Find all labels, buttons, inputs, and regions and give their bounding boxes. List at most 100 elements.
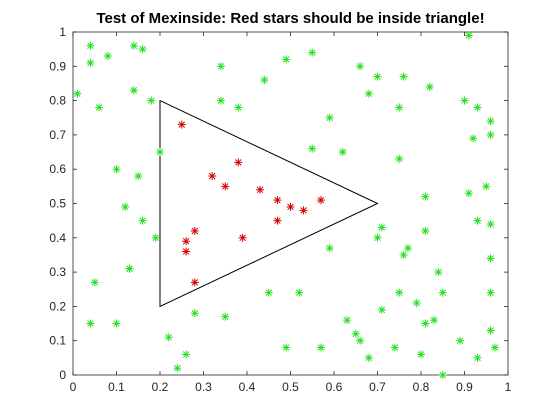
inside-star-point bbox=[177, 120, 186, 129]
outside-star-point bbox=[134, 172, 143, 181]
outside-star-point bbox=[282, 343, 291, 352]
inside-star-point bbox=[238, 233, 247, 242]
triangle-layer bbox=[159, 99, 379, 308]
outside-star-point bbox=[395, 103, 404, 112]
outside-star-point bbox=[86, 58, 95, 67]
y-tick-label: 0 bbox=[59, 368, 66, 382]
y-tick-label: 0.5 bbox=[49, 197, 66, 211]
outside-star-point bbox=[182, 350, 191, 359]
outside-star-point bbox=[464, 31, 473, 40]
outside-star-point bbox=[377, 305, 386, 314]
outside-star-point bbox=[421, 319, 430, 328]
y-tick-label: 0.9 bbox=[49, 59, 66, 73]
outside-star-point bbox=[112, 319, 121, 328]
y-tick-label: 1 bbox=[59, 25, 66, 39]
outside-star-point bbox=[86, 319, 95, 328]
x-tick-label: 0.6 bbox=[326, 380, 343, 394]
outside-star-point bbox=[216, 62, 225, 71]
axes-layer bbox=[72, 31, 509, 376]
outside-star-point bbox=[325, 244, 334, 253]
inside-star-point bbox=[316, 196, 325, 205]
outside-star-point bbox=[216, 96, 225, 105]
y-tick-label: 0.8 bbox=[49, 94, 66, 108]
outside-star-point bbox=[490, 343, 499, 352]
inside-star-point bbox=[190, 278, 199, 287]
x-tick-label: 1 bbox=[505, 380, 512, 394]
x-tick-label: 0 bbox=[70, 380, 77, 394]
outside-star-point bbox=[86, 41, 95, 50]
outside-star-point bbox=[234, 103, 243, 112]
outside-star-point bbox=[260, 76, 269, 85]
outside-star-point bbox=[373, 233, 382, 242]
outside-star-point bbox=[486, 130, 495, 139]
triangle bbox=[159, 99, 379, 308]
y-tick-label: 0.1 bbox=[49, 334, 66, 348]
outside-star-point bbox=[356, 336, 365, 345]
outside-star-point bbox=[417, 350, 425, 359]
outside-star-point bbox=[103, 52, 112, 61]
inside-star-point bbox=[208, 172, 217, 181]
outside-star-point bbox=[438, 288, 447, 297]
x-tick-label: 0.5 bbox=[282, 380, 299, 394]
inside-star-point bbox=[273, 196, 282, 205]
x-tick-label: 0.4 bbox=[239, 380, 256, 394]
outside-star-point bbox=[399, 250, 408, 259]
x-tick-label: 0.2 bbox=[152, 380, 169, 394]
outside-star-point bbox=[325, 113, 334, 122]
y-tick-label: 0.4 bbox=[49, 231, 66, 245]
inside-star-point bbox=[299, 206, 308, 215]
outside-star-point bbox=[125, 264, 134, 273]
outside-star-point bbox=[112, 165, 121, 174]
outside-star-point bbox=[434, 268, 443, 277]
outside-star-point bbox=[356, 62, 365, 71]
outside-star-point bbox=[151, 233, 160, 242]
outside-star-point bbox=[147, 96, 156, 105]
outside-star-point bbox=[221, 312, 230, 321]
outside-star-point bbox=[421, 226, 430, 235]
outside-star-point bbox=[377, 223, 386, 232]
outside-star-point bbox=[129, 86, 138, 95]
outside-star-point bbox=[412, 298, 421, 307]
inside-star-point bbox=[286, 202, 295, 211]
outside-star-point bbox=[425, 82, 434, 91]
outside-star-point bbox=[129, 41, 138, 50]
outside-star-point bbox=[308, 144, 317, 153]
inside-star-point bbox=[234, 158, 243, 167]
inside-star-point bbox=[273, 216, 282, 225]
outside-star-point bbox=[390, 343, 399, 352]
outside-star-point bbox=[395, 154, 404, 163]
outside-star-point bbox=[403, 244, 412, 253]
outside-star-point bbox=[364, 89, 373, 98]
outside-star-point bbox=[486, 254, 495, 263]
y-tick-label: 0.3 bbox=[49, 265, 66, 279]
inside-star-point bbox=[182, 247, 191, 256]
outside-star-point bbox=[421, 192, 430, 201]
outside-star-point bbox=[373, 72, 382, 81]
outside-star-point bbox=[395, 288, 404, 297]
outside-star-point bbox=[486, 326, 495, 335]
x-tick-label: 0.9 bbox=[456, 380, 473, 394]
outside-star-point bbox=[473, 353, 482, 362]
x-tick-label: 0.3 bbox=[195, 380, 212, 394]
outside-star-point bbox=[486, 117, 495, 126]
outside-star-point bbox=[190, 309, 199, 318]
x-tick-label: 0.1 bbox=[108, 380, 125, 394]
outside-star-point bbox=[173, 364, 182, 373]
outside-star-point bbox=[121, 202, 130, 211]
outside-star-point bbox=[138, 45, 147, 54]
outside-star-point bbox=[282, 55, 291, 64]
outside-star-point bbox=[351, 329, 360, 338]
outside-star-point bbox=[486, 288, 495, 297]
outside-star-point bbox=[464, 189, 473, 198]
outside-star-point bbox=[399, 72, 408, 81]
outside-star-point bbox=[164, 333, 173, 342]
outside-star-point bbox=[138, 216, 147, 225]
outside-star-point bbox=[456, 336, 465, 345]
outside-star-point bbox=[338, 148, 347, 157]
outside-star-point bbox=[90, 278, 99, 287]
outside-star-point bbox=[473, 103, 482, 112]
x-tick-label: 0.7 bbox=[369, 380, 386, 394]
outside-star-point bbox=[308, 48, 317, 57]
